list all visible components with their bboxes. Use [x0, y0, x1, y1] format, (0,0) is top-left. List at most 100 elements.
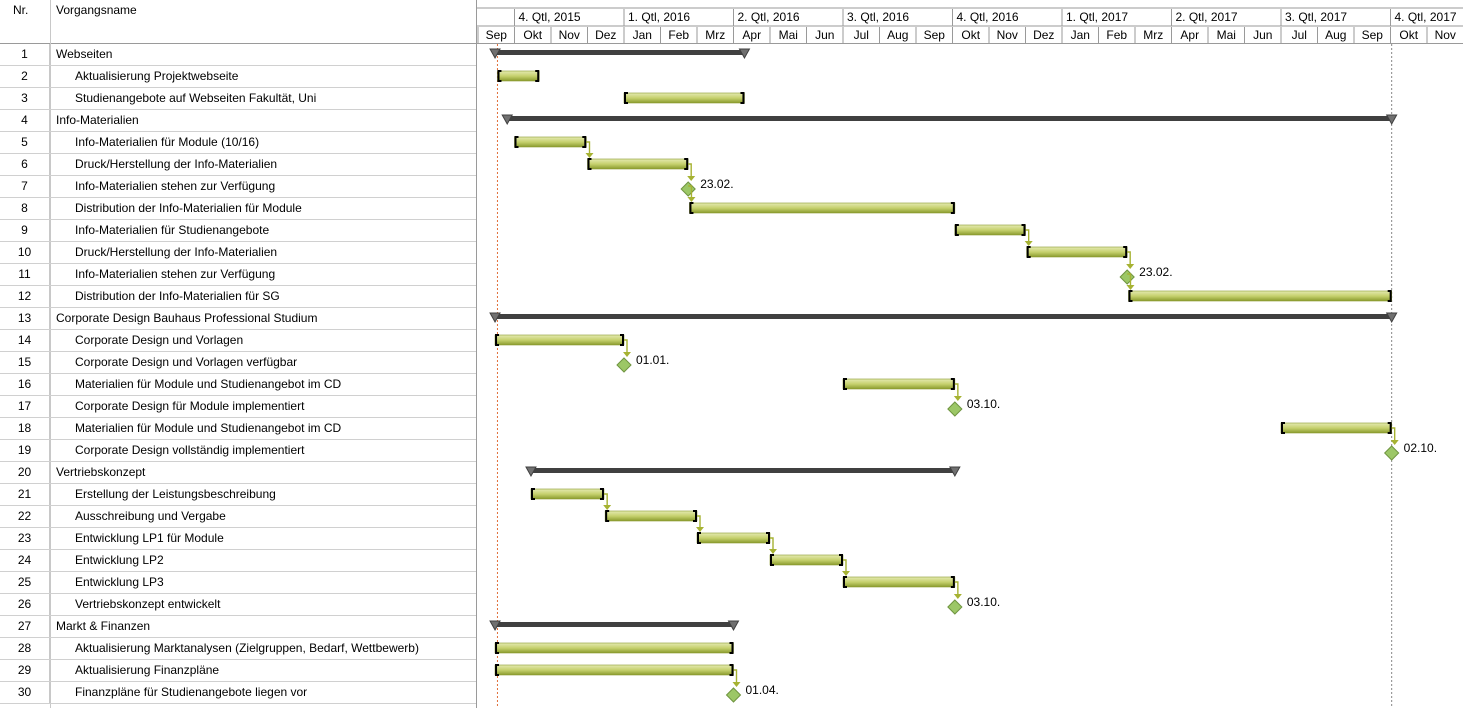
- dependency-link: [586, 141, 591, 154]
- task-bar[interactable]: [497, 70, 540, 82]
- task-bar[interactable]: [842, 576, 956, 588]
- table-row[interactable]: 24 Entwicklung LP2: [0, 550, 476, 572]
- milestone-diamond[interactable]: [680, 181, 696, 197]
- table-row[interactable]: 23 Entwicklung LP1 für Module: [0, 528, 476, 550]
- table-row[interactable]: 8 Distribution der Info-Materialien für M…: [0, 198, 476, 220]
- table-row[interactable]: 12 Distribution der Info-Materialien für …: [0, 286, 476, 308]
- table-row[interactable]: 1 Webseiten: [0, 44, 476, 66]
- task-name: Info-Materialien für Module (10/16): [75, 135, 260, 149]
- milestone-diamond[interactable]: [1119, 269, 1135, 285]
- dependency-arrowhead: [1126, 264, 1135, 269]
- dependency-link: [697, 515, 701, 528]
- header-nr-cell[interactable]: Nr.: [0, 0, 51, 44]
- row-number: 15: [0, 352, 50, 373]
- table-row[interactable]: 11 Info-Materialien stehen zur Verfügung: [0, 264, 476, 286]
- task-name: Ausschreibung und Vergabe: [75, 509, 226, 523]
- table-row[interactable]: 18 Materialien für Module und Studienange…: [0, 418, 476, 440]
- task-bar-end-bracket: [684, 158, 689, 170]
- milestone-diamond[interactable]: [725, 687, 742, 703]
- milestone-diamond[interactable]: [947, 599, 963, 615]
- task-name: Distribution der Info-Materialien für Mo…: [75, 201, 302, 215]
- row-number: 20: [0, 462, 50, 483]
- task-name: Druck/Herstellung der Info-Materialien: [75, 245, 278, 259]
- summary-bar[interactable]: [507, 116, 1392, 121]
- task-bar[interactable]: [587, 158, 689, 170]
- table-row[interactable]: 15 Corporate Design und Vorlagen verfügba…: [0, 352, 476, 374]
- table-row[interactable]: 27 Markt & Finanzen: [0, 616, 476, 638]
- table-row[interactable]: 9 Info-Materialien für Studienangebote: [0, 220, 476, 242]
- table-row[interactable]: 19 Corporate Design vollständig implement…: [0, 440, 476, 462]
- month-label: Aug: [887, 28, 908, 42]
- task-bar[interactable]: [1128, 290, 1392, 302]
- task-bar-end-bracket: [766, 532, 770, 544]
- table-row[interactable]: 3 Studienangebote auf Webseiten Fakultät,…: [0, 88, 476, 110]
- task-bar[interactable]: [494, 334, 625, 346]
- task-bar-start-bracket: [624, 92, 628, 104]
- month-label: Jun: [1253, 28, 1272, 42]
- dependency-arrowhead: [603, 505, 612, 510]
- task-bar[interactable]: [494, 664, 734, 676]
- table-row[interactable]: 20 Vertriebskonzept: [0, 462, 476, 484]
- task-bar-end-bracket: [1387, 290, 1392, 302]
- summary-bar[interactable]: [530, 468, 955, 473]
- task-bar[interactable]: [842, 378, 956, 390]
- table-row[interactable]: 21 Erstellung der Leistungsbeschreibung: [0, 484, 476, 506]
- summary-task-name: Webseiten: [56, 47, 113, 61]
- table-row[interactable]: 16 Materialien für Module und Studienange…: [0, 374, 476, 396]
- table-row[interactable]: 30 Finanzpläne für Studienangebote liegen…: [0, 682, 476, 704]
- table-row[interactable]: 25 Entwicklung LP3: [0, 572, 476, 594]
- task-bar[interactable]: [1280, 422, 1392, 434]
- task-name: Aktualisierung Finanzpläne: [75, 663, 220, 677]
- task-bar[interactable]: [514, 136, 587, 148]
- task-bar[interactable]: [689, 202, 956, 214]
- task-bar-end-bracket: [599, 488, 604, 500]
- summary-start-cap: [501, 114, 514, 126]
- task-bar[interactable]: [604, 510, 698, 522]
- quarter-label: 4. Qtl, 2015: [519, 10, 581, 24]
- task-name: Materialien für Module und Studienangebo…: [75, 421, 342, 435]
- table-row[interactable]: 6 Druck/Herstellung der Info-Materialien: [0, 154, 476, 176]
- quarter-label: 4. Qtl, 2016: [957, 10, 1019, 24]
- task-bar-start-bracket: [497, 70, 502, 82]
- table-row[interactable]: 26 Vertriebskonzept entwickelt: [0, 594, 476, 616]
- summary-bar[interactable]: [495, 622, 734, 627]
- column-header-nr: Nr.: [13, 3, 29, 17]
- task-bar[interactable]: [530, 488, 605, 500]
- table-row[interactable]: 28 Aktualisierung Marktanalysen (Zielgrup…: [0, 638, 476, 660]
- table-row[interactable]: 2 Aktualisierung Projektwebseite: [0, 66, 476, 88]
- row-number: 19: [0, 440, 50, 461]
- milestone-diamond[interactable]: [1383, 445, 1400, 461]
- month-label: Aug: [1325, 28, 1346, 42]
- task-name: Corporate Design vollständig implementie…: [75, 443, 305, 457]
- task-bar[interactable]: [623, 92, 745, 104]
- month-label: Nov: [997, 28, 1018, 42]
- task-bar-end-bracket: [729, 664, 734, 676]
- month-label: Jan: [633, 28, 652, 42]
- header-name-cell[interactable]: Vorgangsname: [51, 0, 476, 44]
- quarter-label: 2. Qtl, 2016: [738, 10, 800, 24]
- table-row[interactable]: 17 Corporate Design für Module implementi…: [0, 396, 476, 418]
- table-row[interactable]: 5 Info-Materialien für Module (10/16): [0, 132, 476, 154]
- task-name: Corporate Design und Vorlagen: [75, 333, 244, 347]
- table-row[interactable]: 29 Aktualisierung Finanzpläne: [0, 660, 476, 682]
- task-bar[interactable]: [494, 642, 734, 654]
- table-row[interactable]: 13 Corporate Design Bauhaus Professional …: [0, 308, 476, 330]
- row-number: 10: [0, 242, 50, 263]
- task-bar[interactable]: [954, 224, 1026, 236]
- table-row[interactable]: 10 Druck/Herstellung der Info-Materialien: [0, 242, 476, 264]
- table-row[interactable]: 4 Info-Materialien: [0, 110, 476, 132]
- task-bar[interactable]: [769, 554, 844, 566]
- summary-bar[interactable]: [495, 50, 745, 55]
- table-row[interactable]: 22 Ausschreibung und Vergabe: [0, 506, 476, 528]
- summary-bar[interactable]: [495, 314, 1392, 319]
- milestone-diamond[interactable]: [947, 401, 963, 417]
- task-bar[interactable]: [696, 532, 771, 544]
- row-number: 9: [0, 220, 50, 241]
- table-row[interactable]: 7 Info-Materialien stehen zur Verfügung: [0, 176, 476, 198]
- task-bar-end-bracket: [620, 334, 624, 346]
- task-bar-start-bracket: [697, 532, 701, 544]
- quarter-label: 3. Qtl, 2016: [847, 10, 909, 24]
- table-row[interactable]: 14 Corporate Design und Vorlagen: [0, 330, 476, 352]
- task-bar[interactable]: [1026, 246, 1128, 258]
- milestone-diamond[interactable]: [616, 357, 632, 373]
